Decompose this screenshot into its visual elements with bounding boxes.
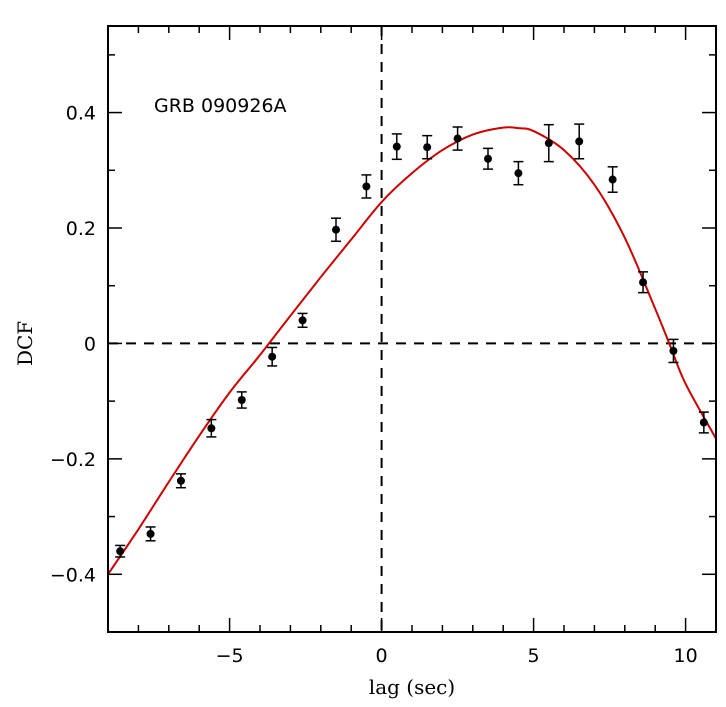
data-marker <box>332 225 340 234</box>
y-tick-label: 0.4 <box>66 103 96 125</box>
data-point <box>145 526 156 542</box>
y-axis-label: DCF <box>13 321 37 366</box>
x-tick-label: −5 <box>216 645 244 667</box>
data-point <box>668 338 679 364</box>
data-marker <box>514 169 523 178</box>
tick-labels: −5 0 5 10 −0.4 −0.2 0 0.2 0.4 <box>50 103 698 667</box>
x-tick-label: 10 <box>674 645 698 667</box>
y-tick-label: −0.4 <box>50 564 96 586</box>
data-marker <box>575 137 584 146</box>
data-point <box>267 346 278 367</box>
data-marker <box>362 182 371 191</box>
data-point <box>483 147 493 170</box>
data-points-layer <box>115 123 709 558</box>
data-point <box>115 544 126 558</box>
data-marker <box>423 143 432 152</box>
fit-curve-layer <box>108 126 716 575</box>
fit-curve <box>108 126 716 575</box>
data-marker <box>176 476 185 485</box>
data-marker <box>392 142 401 151</box>
data-point <box>698 411 709 434</box>
plot-frame <box>107 25 717 633</box>
y-tick-label: 0.2 <box>66 218 96 240</box>
data-point <box>236 391 247 409</box>
data-point <box>206 418 217 438</box>
data-point <box>574 123 585 160</box>
axis-ticks <box>107 26 717 633</box>
data-marker <box>639 278 648 287</box>
data-point <box>607 166 618 193</box>
data-point <box>422 134 433 160</box>
data-marker <box>268 352 277 361</box>
data-marker <box>146 529 155 538</box>
data-point <box>297 312 308 329</box>
data-point <box>513 160 524 186</box>
data-marker <box>484 154 492 163</box>
data-marker <box>669 346 678 355</box>
zero-lines <box>108 26 716 632</box>
data-point <box>331 217 341 243</box>
data-marker <box>608 175 617 184</box>
data-marker <box>207 424 216 433</box>
grb-annotation: GRB 090926A <box>154 95 287 117</box>
y-tick-label: 0 <box>84 333 96 355</box>
data-marker <box>453 134 462 143</box>
y-tick-label: −0.2 <box>50 449 96 471</box>
data-marker <box>544 139 553 148</box>
data-point <box>452 126 463 151</box>
data-marker <box>237 395 246 404</box>
x-axis-label: lag (sec) <box>369 675 455 699</box>
data-marker <box>116 547 125 556</box>
x-tick-label: 0 <box>376 645 388 667</box>
data-point <box>391 133 402 161</box>
data-point <box>543 123 554 163</box>
data-marker <box>298 316 307 325</box>
data-point <box>361 174 372 199</box>
data-point <box>175 473 186 489</box>
data-point <box>638 271 649 294</box>
x-tick-label: 5 <box>528 645 540 667</box>
data-marker <box>699 418 708 427</box>
